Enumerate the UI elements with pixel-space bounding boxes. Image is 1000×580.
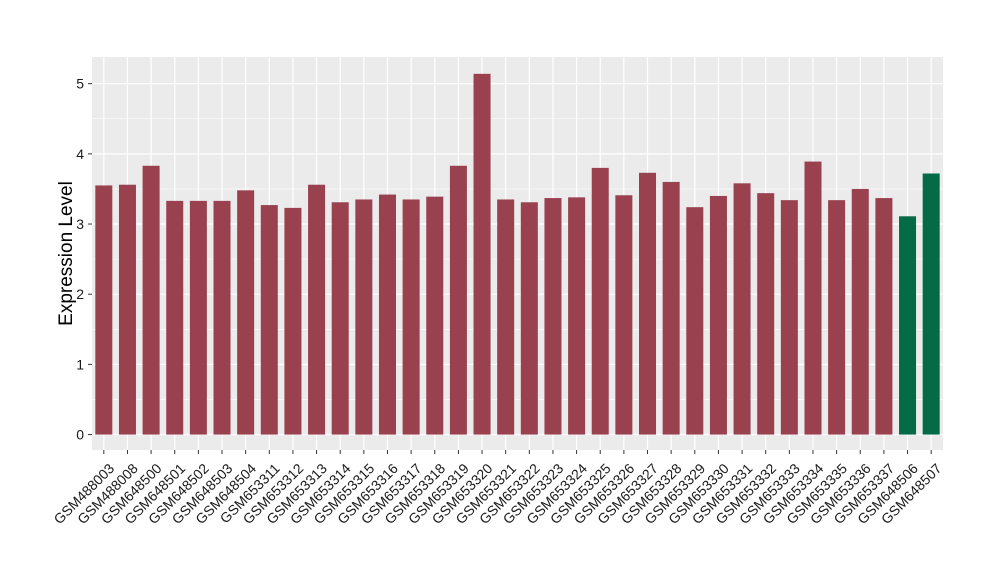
bar-GSM653327 xyxy=(639,172,657,435)
bar-GSM653320 xyxy=(473,73,491,435)
bar-GSM653333 xyxy=(780,200,798,435)
plot-panel xyxy=(92,57,943,450)
bar-GSM648500 xyxy=(142,165,160,435)
bar-GSM653331 xyxy=(733,183,751,435)
bar-GSM653328 xyxy=(662,181,680,435)
bar-GSM653314 xyxy=(331,202,349,435)
bar-GSM653323 xyxy=(544,198,562,435)
bar-GSM653329 xyxy=(686,207,704,435)
bar-GSM653332 xyxy=(757,193,775,435)
x-axis: GSM488003GSM488008GSM648500GSM648501GSM6… xyxy=(50,450,945,527)
bar-GSM653315 xyxy=(355,199,373,435)
bar-GSM653316 xyxy=(378,194,396,435)
y-tick-label: 0 xyxy=(76,427,84,443)
bar-GSM648502 xyxy=(189,200,207,435)
bar-GSM653319 xyxy=(449,165,467,435)
bar-GSM488003 xyxy=(95,185,113,435)
bar-GSM648506 xyxy=(899,216,917,435)
bar-GSM653336 xyxy=(851,188,869,435)
bar-GSM653334 xyxy=(804,161,822,435)
bar-GSM648503 xyxy=(213,200,231,435)
bars xyxy=(95,73,940,435)
bar-GSM648507 xyxy=(922,173,940,435)
bar-GSM653321 xyxy=(497,199,515,435)
y-axis: 0 1 2 3 4 5 xyxy=(76,76,92,443)
y-tick-label: 3 xyxy=(76,216,84,232)
bar-GSM653318 xyxy=(426,196,444,435)
bar-GSM653312 xyxy=(284,207,302,435)
bar-GSM653311 xyxy=(260,205,278,435)
bar-GSM653322 xyxy=(520,202,538,435)
bar-GSM653317 xyxy=(402,199,420,435)
y-tick-label: 5 xyxy=(76,76,84,92)
bar-GSM653335 xyxy=(828,200,846,435)
bar-GSM653325 xyxy=(591,167,609,435)
bar-GSM653337 xyxy=(875,198,893,435)
bar-GSM488008 xyxy=(118,184,136,435)
bar-GSM653326 xyxy=(615,195,633,435)
y-axis-title: Expression Level xyxy=(56,181,77,326)
bar-GSM648501 xyxy=(166,200,184,435)
y-tick-label: 1 xyxy=(76,356,84,372)
bar-GSM653313 xyxy=(308,184,326,435)
y-tick-label: 4 xyxy=(76,146,84,162)
bar-GSM648504 xyxy=(237,190,255,435)
bar-GSM653324 xyxy=(568,197,586,435)
y-tick-label: 2 xyxy=(76,286,84,302)
bar-GSM653330 xyxy=(709,195,727,435)
